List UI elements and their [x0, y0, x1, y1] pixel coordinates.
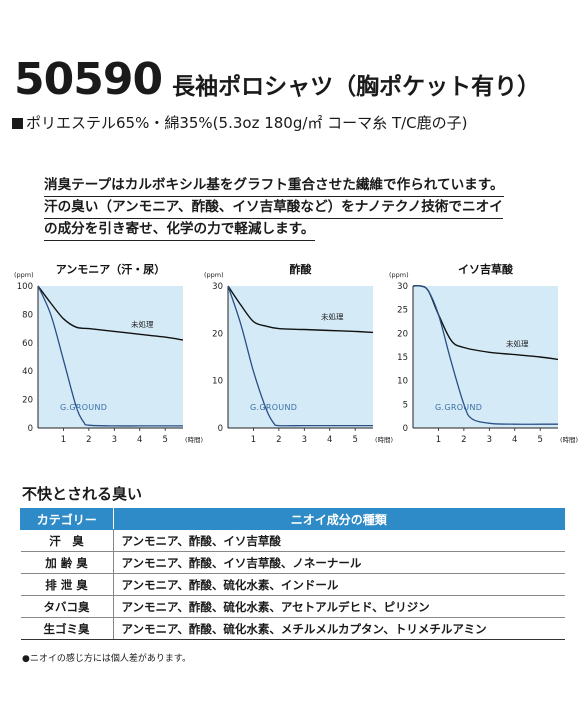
y-tick-label: 20 [212, 329, 223, 339]
row-category: タバコ臭 [20, 595, 114, 618]
y-unit-label: (ppm) [389, 271, 409, 279]
x-tick-label: 1 [61, 435, 66, 445]
x-tick-label: 1 [251, 435, 256, 445]
square-bullet-icon [12, 118, 23, 129]
odor-table: カテゴリー ニオイ成分の種類 汗 臭 アンモニア、酢酸、イソ吉草酸 加 齢 臭 … [20, 508, 565, 640]
row-components: アンモニア、酢酸、硫化水素、インドール [113, 573, 565, 596]
row-components: アンモニア、酢酸、硫化水素、アセトアルデヒド、ピリジン [113, 595, 565, 618]
y-tick-label: 0 [403, 424, 408, 434]
row-components: アンモニア、酢酸、イソ吉草酸 [113, 529, 565, 552]
header-category: カテゴリー [20, 508, 114, 530]
intro-text: 消臭テープはカルボキシル基をグラフト重合させた繊維で作られています。 汗の臭い（… [44, 175, 534, 241]
y-tick-label: 40 [22, 367, 33, 377]
x-tick-label: 4 [137, 435, 142, 445]
series-label-untreated: 未処理 [321, 311, 344, 321]
chart-isovaleric-acid: イソ吉草酸 (ppm) (時間) 0 5 10 15 20 25 30 1 2 3 4 5 未処理 G.GROU… [383, 262, 578, 447]
y-tick-label: 0 [28, 424, 33, 434]
y-unit-label: (ppm) [204, 271, 224, 279]
row-components: アンモニア、酢酸、硫化水素、メチルメルカプタン、トリメチルアミン [113, 617, 565, 640]
series-label-untreated: 未処理 [506, 338, 529, 348]
chart-title: アンモニア（汗・尿） [56, 263, 166, 276]
x-tick-label: 3 [112, 435, 117, 445]
material-spec-text: ポリエステル65%・綿35%(5.3oz 180g/㎡ コーマ糸 T/C鹿の子) [26, 114, 468, 132]
x-tick-label: 5 [352, 435, 357, 445]
x-unit-label: (時間) [375, 436, 393, 444]
footnote: ●ニオイの感じ方には個人差があります。 [22, 654, 191, 664]
header: 50590 長袖ポロシャツ（胸ポケット有り） [14, 58, 540, 102]
x-unit-label: (時間) [185, 436, 203, 444]
chart-acetic-acid: 酢酸 (ppm) (時間) 0 10 20 30 1 2 3 4 5 未処理 G.GROUND [198, 262, 393, 447]
y-tick-label: 30 [397, 282, 408, 292]
series-line-untreated [37, 285, 184, 341]
odor-section-title: 不快とされる臭い [22, 485, 143, 503]
chart-ammonia: アンモニア（汗・尿） (ppm) (時間) 0 20 40 60 80 100 1 2 3 4 5 未処理 G… [8, 262, 203, 447]
y-tick-label: 80 [22, 310, 33, 320]
model-number: 50590 [14, 54, 163, 105]
chart-title: イソ吉草酸 [458, 262, 514, 276]
chart-svg: 酢酸 (ppm) (時間) 0 10 20 30 1 2 3 4 5 未処理 G.GROUND [204, 262, 393, 445]
x-tick-label: 3 [302, 435, 307, 445]
table-row: 汗 臭 アンモニア、酢酸、イソ吉草酸 [20, 529, 565, 552]
y-tick-label: 100 [17, 282, 33, 292]
x-tick-label: 5 [537, 435, 542, 445]
intro-line: の成分を引き寄せ、化学の力で軽減します。 [44, 219, 315, 241]
chart-title: 酢酸 [290, 262, 313, 276]
series-label-untreated: 未処理 [131, 319, 154, 329]
y-tick-label: 5 [403, 400, 408, 410]
series-line-g-ground [37, 285, 183, 427]
series-line-g-ground [227, 285, 373, 427]
x-unit-label: (時間) [560, 436, 578, 444]
y-tick-label: 15 [397, 353, 408, 363]
table-header-row: カテゴリー ニオイ成分の種類 [20, 508, 565, 530]
series-label-g-ground: G.GROUND [250, 403, 297, 412]
y-tick-label: 30 [212, 282, 223, 292]
intro-line: 消臭テープはカルボキシル基をグラフト重合させた繊維で作られています。 [44, 175, 504, 197]
x-tick-label: 4 [327, 435, 332, 445]
header-components: ニオイ成分の種類 [112, 508, 565, 530]
y-tick-label: 20 [22, 396, 33, 406]
x-tick-label: 2 [276, 435, 281, 445]
x-tick-label: 3 [487, 435, 492, 445]
table-row: 排 泄 臭 アンモニア、酢酸、硫化水素、インドール [20, 573, 565, 596]
x-tick-label: 2 [461, 435, 466, 445]
table-row: 加 齢 臭 アンモニア、酢酸、イソ吉草酸、ノネーナール [20, 551, 565, 574]
table-row: 生ゴミ臭 アンモニア、酢酸、硫化水素、メチルメルカプタン、トリメチルアミン [20, 617, 565, 640]
series-label-g-ground: G.GROUND [435, 403, 482, 412]
row-category: 排 泄 臭 [20, 573, 114, 596]
x-tick-label: 4 [512, 435, 517, 445]
series-line-g-ground [412, 284, 558, 425]
plot-area [228, 286, 373, 428]
row-components: アンモニア、酢酸、イソ吉草酸、ノネーナール [113, 551, 565, 574]
y-tick-label: 10 [212, 377, 223, 387]
row-category: 生ゴミ臭 [20, 617, 114, 640]
intro-line: 汗の臭い（アンモニア、酢酸、イソ吉草酸など）をナノテクノ技術でニオイ [44, 197, 503, 219]
y-tick-label: 10 [397, 377, 408, 387]
y-tick-label: 25 [397, 306, 408, 316]
y-unit-label: (ppm) [14, 271, 34, 279]
y-tick-label: 60 [22, 339, 33, 349]
table-row: タバコ臭 アンモニア、酢酸、硫化水素、アセトアルデヒド、ピリジン [20, 595, 565, 618]
product-title: 長袖ポロシャツ（胸ポケット有り） [172, 74, 541, 100]
row-category: 汗 臭 [20, 529, 114, 552]
chart-svg: アンモニア（汗・尿） (ppm) (時間) 0 20 40 60 80 100 1 2 3 4 5 未処理 G… [14, 263, 203, 445]
series-label-g-ground: G.GROUND [60, 403, 107, 412]
y-tick-label: 20 [397, 329, 408, 339]
x-tick-label: 2 [86, 435, 91, 445]
material-spec: ポリエステル65%・綿35%(5.3oz 180g/㎡ コーマ糸 T/C鹿の子) [12, 112, 468, 133]
series-line-untreated [227, 285, 374, 334]
y-tick-label: 0 [218, 424, 223, 434]
x-tick-label: 5 [162, 435, 167, 445]
x-tick-label: 1 [436, 435, 441, 445]
chart-svg: イソ吉草酸 (ppm) (時間) 0 5 10 15 20 25 30 1 2 3 4 5 未処理 G.GROU… [389, 262, 578, 445]
row-category: 加 齢 臭 [20, 551, 114, 574]
